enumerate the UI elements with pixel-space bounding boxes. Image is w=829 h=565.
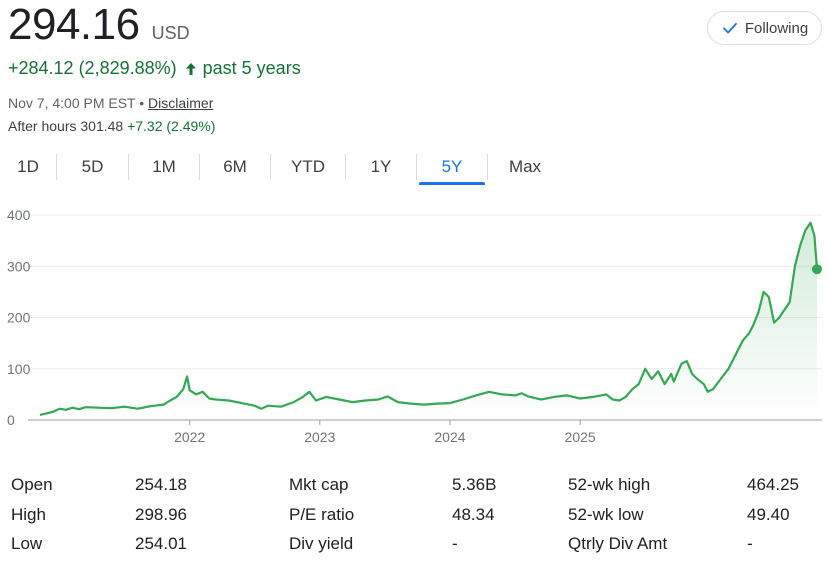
stat-pe-label: P/E ratio: [289, 505, 355, 524]
current-price: 294.16: [8, 0, 140, 49]
tab-1m[interactable]: 1M: [152, 157, 176, 176]
stats-row: Low 254.01 Div yield - Qtrly Div Amt -: [0, 534, 829, 564]
tab-divider: [199, 154, 200, 180]
stat-open-value: 254.18: [135, 475, 187, 494]
stat-qtrly-div-value: -: [747, 534, 753, 553]
stat-low-label: Low: [11, 534, 43, 553]
tab-1y[interactable]: 1Y: [370, 157, 392, 176]
stat-open-label: Open: [11, 475, 53, 494]
price-change: +284.12 (2,829.88%) past 5 years: [8, 58, 301, 79]
last-price-point[interactable]: [812, 264, 822, 275]
tab-5d[interactable]: 5D: [81, 157, 104, 176]
currency-label: USD: [151, 23, 190, 43]
y-tick-label: 0: [7, 412, 15, 428]
timestamp-text: Nov 7, 4:00 PM EST •: [8, 95, 145, 111]
after-hours-price: After hours 301.48: [8, 118, 124, 134]
following-label: Following: [744, 19, 809, 37]
stat-52wk-low-value: 49.40: [747, 505, 790, 524]
stats-row: Open 254.18 Mkt cap 5.36B 52-wk high 464…: [0, 475, 829, 505]
stat-52wk-high-label: 52-wk high: [568, 475, 651, 494]
range-tabs: 1D 5D 1M 6M YTD 1Y 5Y Max: [0, 152, 562, 188]
tab-5y[interactable]: 5Y: [417, 152, 487, 185]
y-tick-label: 300: [7, 258, 31, 274]
tab-divider: [56, 154, 57, 180]
tab-divider: [270, 154, 271, 180]
stat-pe-value: 48.34: [452, 505, 495, 524]
stat-div-yield-value: -: [452, 534, 458, 553]
check-icon: [722, 22, 737, 34]
price-line: [39, 221, 819, 416]
stat-52wk-low-label: 52-wk low: [568, 505, 644, 524]
stat-mktcap-value: 5.36B: [452, 475, 497, 494]
tab-6m[interactable]: 6M: [223, 157, 247, 176]
tab-divider: [345, 154, 346, 180]
quote-timestamp: Nov 7, 4:00 PM EST • Disclaimer: [8, 95, 213, 111]
stat-div-yield-label: Div yield: [289, 534, 354, 553]
tab-1d[interactable]: 1D: [17, 157, 39, 176]
x-tick-label: 2025: [565, 429, 596, 445]
stats-row: High 298.96 P/E ratio 48.34 52-wk low 49…: [0, 505, 829, 535]
arrow-up-icon: [185, 62, 196, 75]
y-tick-label: 200: [7, 310, 31, 326]
change-value: +284.12 (2,829.88%): [8, 58, 177, 78]
price-header: 294.16 USD: [8, 0, 190, 50]
stat-qtrly-div-label: Qtrly Div Amt: [568, 534, 668, 553]
after-hours-change: +7.32 (2.49%): [127, 118, 216, 134]
price-area: [40, 222, 817, 420]
x-tick-label: 2023: [304, 429, 335, 445]
tab-ytd[interactable]: YTD: [291, 157, 325, 176]
stat-low-value: 254.01: [135, 534, 187, 553]
disclaimer-link[interactable]: Disclaimer: [148, 95, 214, 111]
after-hours: After hours 301.48 +7.32 (2.49%): [8, 118, 215, 134]
y-tick-label: 100: [7, 361, 31, 377]
change-period: past 5 years: [202, 58, 301, 78]
x-tick-label: 2024: [434, 429, 465, 445]
following-button[interactable]: Following: [707, 11, 822, 45]
stat-high-label: High: [11, 505, 46, 524]
stat-52wk-high-value: 464.25: [747, 475, 799, 494]
x-tick-label: 2022: [174, 429, 205, 445]
y-tick-label: 400: [7, 207, 31, 223]
tab-max[interactable]: Max: [508, 157, 542, 176]
stat-high-value: 298.96: [135, 505, 187, 524]
tab-divider: [416, 154, 417, 180]
stat-mktcap-label: Mkt cap: [289, 475, 349, 494]
tab-divider: [128, 154, 129, 180]
price-chart[interactable]: 0 100 200 300 400 2022 2023 2024 2025: [0, 200, 829, 450]
x-axis-labels: 2022 2023 2024 2025: [174, 420, 596, 445]
y-axis-labels: 0 100 200 300 400: [7, 207, 31, 428]
tab-divider: [487, 154, 488, 180]
